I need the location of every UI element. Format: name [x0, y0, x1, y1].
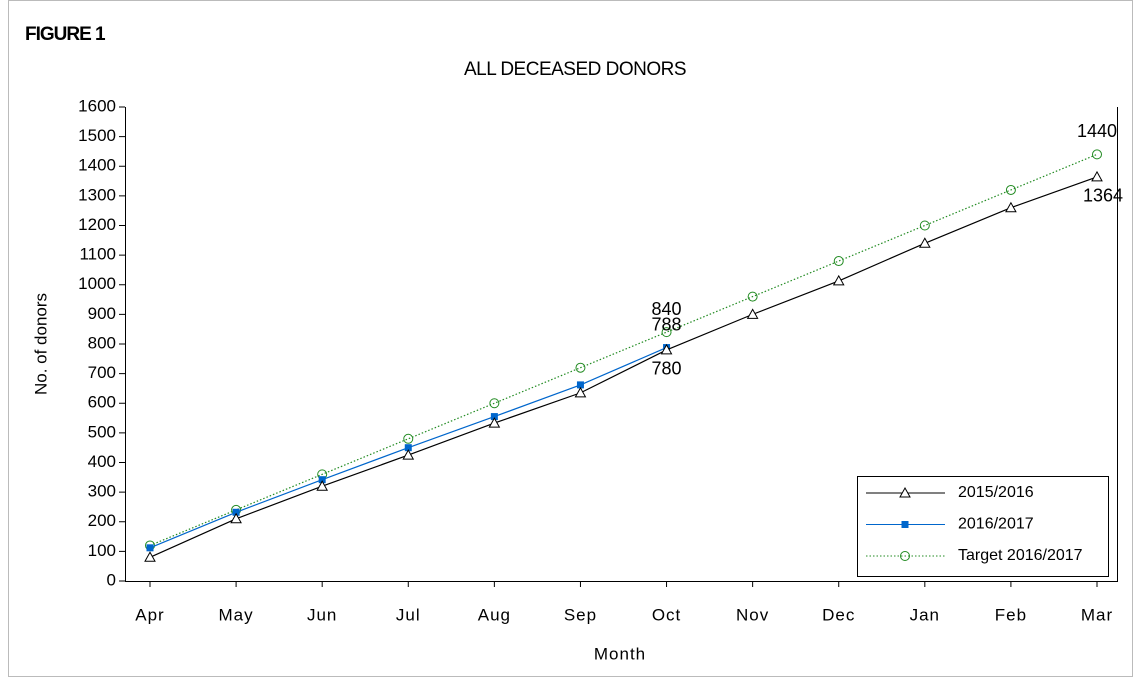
x-tick-label: Jul [396, 605, 421, 624]
y-tick-label: 100 [88, 541, 116, 560]
marker [404, 444, 412, 452]
y-axis-label: No. of donors [31, 293, 50, 395]
marker [899, 486, 911, 498]
y-tick-label: 1400 [78, 156, 116, 175]
series-line [149, 176, 1098, 558]
x-tick-label: Jun [307, 605, 337, 624]
x-tick-label: Nov [736, 605, 769, 624]
data-label: 840 [652, 299, 682, 319]
marker [144, 551, 156, 562]
marker [1092, 149, 1102, 160]
marker [832, 274, 845, 286]
marker [403, 433, 414, 444]
marker [833, 256, 844, 267]
marker [660, 343, 673, 355]
y-tick-label: 500 [88, 422, 116, 441]
marker [146, 544, 154, 552]
marker [575, 362, 586, 373]
y-tick-label: 1600 [78, 96, 116, 115]
x-tick-label: Apr [135, 605, 164, 624]
marker [230, 512, 242, 524]
y-tick-label: 700 [88, 363, 116, 382]
marker [489, 398, 500, 409]
series-line [149, 153, 1098, 547]
marker [1091, 170, 1103, 182]
x-tick-label: May [219, 605, 254, 624]
data-label: 780 [652, 359, 682, 379]
data-label: 1364 [1083, 186, 1123, 206]
figure-label: FIGURE 1 [25, 24, 106, 45]
marker [746, 308, 759, 319]
x-tick-label: Jan [910, 605, 940, 624]
data-label: 788 [652, 314, 682, 334]
y-tick-label: 900 [88, 304, 116, 323]
marker [1005, 201, 1017, 213]
plot-frame [125, 107, 1118, 582]
x-tick-label: Dec [822, 605, 855, 624]
y-tick-label: 0 [107, 570, 116, 589]
marker [574, 386, 587, 398]
y-tick-label: 1100 [79, 245, 116, 264]
y-tick-label: 300 [88, 482, 116, 501]
legend: 2015/2016 2016/2017 Target 2016/2017 [857, 476, 1109, 577]
legend-label: 2016/2017 [958, 516, 1034, 533]
y-tick-label: 800 [88, 333, 116, 352]
y-tick-label: 1200 [78, 215, 116, 234]
marker [488, 417, 501, 428]
marker [900, 551, 910, 561]
data-label: 1440 [1077, 121, 1117, 141]
marker [919, 220, 930, 231]
y-tick-label: 1500 [78, 126, 116, 145]
marker [901, 521, 909, 528]
marker [918, 237, 931, 248]
x-axis-label: Month [594, 644, 646, 663]
marker [490, 413, 498, 421]
marker [661, 327, 672, 338]
y-tick-label: 200 [88, 511, 116, 530]
x-tick-label: Mar [1081, 605, 1113, 624]
marker [316, 480, 329, 491]
y-tick-label: 400 [88, 452, 116, 471]
y-tick-label: 600 [88, 393, 116, 412]
x-tick-label: Feb [995, 605, 1027, 624]
y-tick-label: 1000 [78, 274, 116, 293]
x-tick-label: Oct [652, 605, 681, 624]
marker [318, 476, 326, 484]
y-tick-label: 1300 [78, 185, 116, 204]
marker [747, 291, 758, 302]
marker [402, 449, 415, 460]
x-tick-label: Aug [478, 605, 511, 624]
marker [232, 508, 240, 516]
chart-title: ALL DECEASED DONORS [464, 59, 686, 80]
legend-label: 2015/2016 [958, 484, 1034, 501]
legend-label: Target 2016/2017 [958, 547, 1083, 564]
marker [576, 381, 584, 389]
x-tick-label: Sep [564, 605, 597, 624]
marker [1005, 184, 1016, 195]
